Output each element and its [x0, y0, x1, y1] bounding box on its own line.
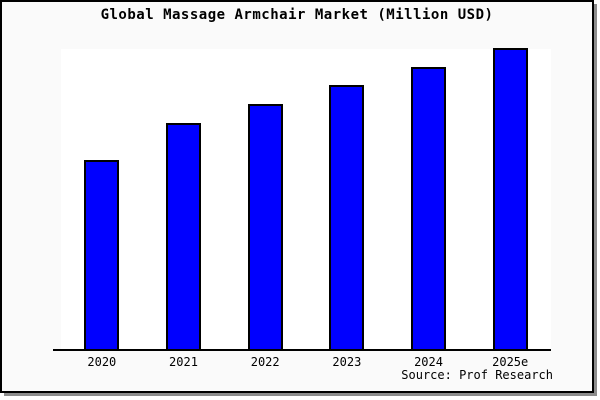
x-tick-label-2020: 2020	[87, 355, 117, 369]
x-axis-line	[53, 349, 551, 351]
x-tick-label-2022: 2022	[250, 355, 280, 369]
bar-slot-2023	[306, 49, 388, 350]
bar-2024	[411, 66, 447, 350]
x-axis-labels: 2020 2021 2022 2023 2024 2025e	[61, 355, 551, 369]
bar-2023	[329, 84, 365, 350]
bar-slot-2024	[388, 49, 470, 350]
bar-slot-2021	[143, 49, 225, 350]
plot-area-bars	[61, 48, 551, 350]
plot-area	[61, 48, 551, 350]
x-tick-label-2023: 2023	[332, 355, 362, 369]
x-tick-label-2021: 2021	[169, 355, 198, 369]
source-note: Source: Prof Research	[401, 368, 553, 382]
x-tick-label-2025e: 2025e	[492, 355, 529, 369]
bar-2025e	[492, 48, 528, 350]
bar-2021	[166, 122, 201, 350]
chart-title: Global Massage Armchair Market (Million …	[100, 7, 494, 23]
bar-slot-2022	[224, 49, 306, 350]
bar-2022	[247, 103, 283, 350]
bar-slot-2025e	[469, 48, 551, 350]
bar-slot-2020	[61, 49, 143, 350]
x-tick-label-2024: 2024	[414, 355, 443, 369]
bar-2020	[84, 159, 120, 350]
